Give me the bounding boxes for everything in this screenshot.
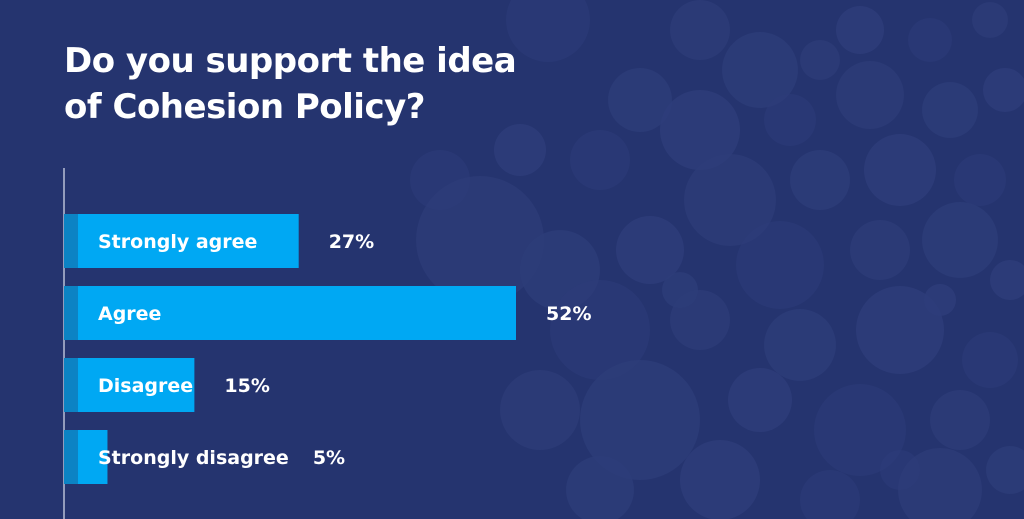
bubble-11 xyxy=(983,68,1024,112)
bubble-24 xyxy=(550,280,650,380)
chart-title: Do you support the idea of Cohesion Poli… xyxy=(64,38,664,130)
value-label-2: 15% xyxy=(224,375,269,397)
bubble-13 xyxy=(684,154,776,246)
bubble-6 xyxy=(608,68,672,132)
bubble-44 xyxy=(880,450,920,490)
bubble-2 xyxy=(722,32,798,108)
bar-2 xyxy=(64,358,195,412)
bubble-16 xyxy=(954,154,1006,206)
bar-1 xyxy=(64,286,516,340)
category-label-1: Agree xyxy=(98,303,161,325)
value-label-0: 27% xyxy=(329,231,374,253)
bubble-20 xyxy=(736,221,824,309)
bubble-35 xyxy=(680,440,760,519)
bubble-42 xyxy=(662,272,698,308)
bar-0 xyxy=(64,214,299,268)
bubble-34 xyxy=(566,456,634,519)
bubble-19 xyxy=(616,216,684,284)
bubble-3 xyxy=(836,6,884,54)
bubble-38 xyxy=(986,446,1024,494)
bubble-33 xyxy=(930,390,990,450)
bubble-9 xyxy=(836,61,904,129)
bubble-23 xyxy=(990,260,1024,300)
bubble-10 xyxy=(922,82,978,138)
bubble-39 xyxy=(494,124,546,176)
bubble-41 xyxy=(800,40,840,80)
bar-edge-1 xyxy=(64,286,78,340)
bubble-0 xyxy=(506,0,590,62)
bar-edge-2 xyxy=(64,358,78,412)
bubble-7 xyxy=(660,90,740,170)
category-label-2: Disagree xyxy=(98,375,193,397)
chart-title-line-1: Do you support the idea xyxy=(64,41,517,81)
bubble-32 xyxy=(814,384,906,476)
bubble-8 xyxy=(764,94,816,146)
bubble-40 xyxy=(410,150,470,210)
bubble-22 xyxy=(922,202,998,278)
category-label-0: Strongly agree xyxy=(98,231,257,253)
bubble-43 xyxy=(924,284,956,316)
value-label-3: 5% xyxy=(313,447,345,469)
bubble-14 xyxy=(790,150,850,210)
bubble-31 xyxy=(728,368,792,432)
bubble-26 xyxy=(764,309,836,381)
bubble-15 xyxy=(864,134,936,206)
bubble-29 xyxy=(500,370,580,450)
bubble-12 xyxy=(570,130,630,190)
bubble-21 xyxy=(850,220,910,280)
value-label-1: 52% xyxy=(546,303,591,325)
bubble-30 xyxy=(580,360,700,480)
category-label-3: Strongly disagree xyxy=(98,447,289,469)
bar-edge-3 xyxy=(64,430,78,484)
chart-title-line-2: of Cohesion Policy? xyxy=(64,87,425,127)
bubble-27 xyxy=(856,286,944,374)
bubble-4 xyxy=(908,18,952,62)
bar-edge-0 xyxy=(64,214,78,268)
bubble-36 xyxy=(800,470,860,519)
bubble-1 xyxy=(670,0,730,60)
bubble-28 xyxy=(962,332,1018,388)
bubble-5 xyxy=(972,2,1008,38)
